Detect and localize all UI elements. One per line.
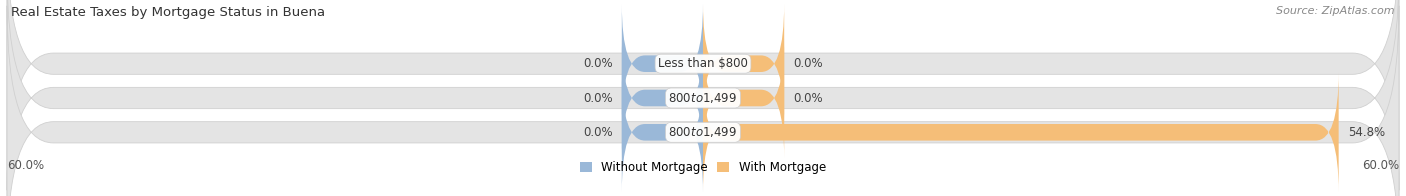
Text: $800 to $1,499: $800 to $1,499 — [668, 125, 738, 139]
FancyBboxPatch shape — [703, 3, 785, 124]
FancyBboxPatch shape — [7, 0, 1399, 190]
Text: 0.0%: 0.0% — [583, 92, 613, 104]
Text: 54.8%: 54.8% — [1348, 126, 1385, 139]
Text: 60.0%: 60.0% — [7, 159, 44, 172]
Text: 60.0%: 60.0% — [1362, 159, 1399, 172]
FancyBboxPatch shape — [621, 38, 703, 158]
FancyBboxPatch shape — [703, 72, 1339, 193]
Legend: Without Mortgage, With Mortgage: Without Mortgage, With Mortgage — [581, 161, 825, 174]
Text: 0.0%: 0.0% — [583, 57, 613, 70]
Text: 0.0%: 0.0% — [793, 57, 823, 70]
FancyBboxPatch shape — [703, 38, 785, 158]
FancyBboxPatch shape — [7, 0, 1399, 196]
Text: Real Estate Taxes by Mortgage Status in Buena: Real Estate Taxes by Mortgage Status in … — [11, 6, 325, 19]
Text: 0.0%: 0.0% — [583, 126, 613, 139]
Text: Source: ZipAtlas.com: Source: ZipAtlas.com — [1277, 6, 1395, 16]
Text: Less than $800: Less than $800 — [658, 57, 748, 70]
Text: 0.0%: 0.0% — [793, 92, 823, 104]
Text: $800 to $1,499: $800 to $1,499 — [668, 91, 738, 105]
FancyBboxPatch shape — [621, 3, 703, 124]
FancyBboxPatch shape — [621, 72, 703, 193]
FancyBboxPatch shape — [7, 6, 1399, 196]
